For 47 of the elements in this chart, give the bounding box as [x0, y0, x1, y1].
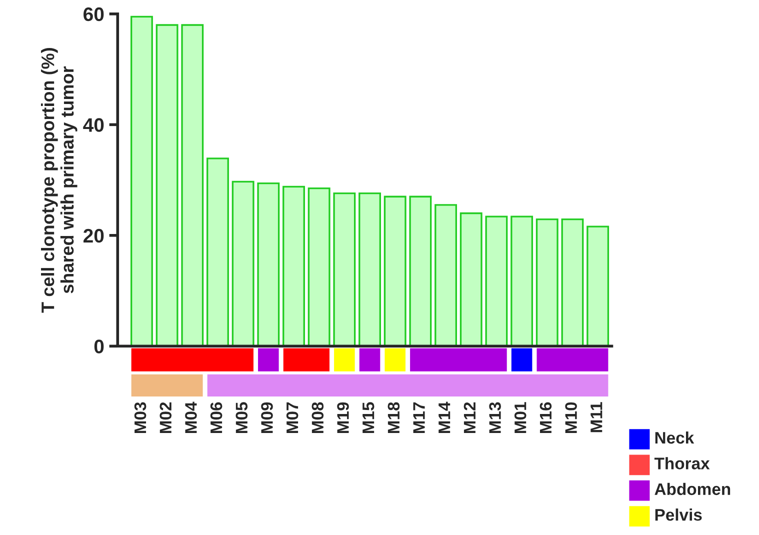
y-tick-label: 20 [84, 228, 104, 243]
x-tick-label: M16 [540, 402, 552, 434]
x-tick-label: M01 [514, 402, 526, 434]
y-tick-label: 60 [84, 7, 104, 22]
bar [333, 192, 356, 346]
x-tick-label: M18 [388, 402, 400, 434]
x-tick-label: M04 [185, 402, 197, 434]
bar [206, 158, 229, 346]
bar [130, 16, 153, 346]
y-tick-label: 40 [83, 118, 104, 132]
bar [409, 196, 432, 346]
x-tick-label: M08 [312, 402, 324, 434]
bar [358, 192, 381, 346]
x-tick-label: M14 [438, 402, 450, 434]
bar [257, 182, 280, 346]
x-tick-label: M11 [590, 402, 602, 432]
y-axis-title: T cell clonotype proportion (%) shared with primary tumor [40, 48, 78, 313]
x-tick-label: M06 [210, 402, 222, 434]
bar [181, 24, 204, 346]
x-tick-label: M02 [160, 402, 172, 434]
bar [384, 196, 406, 346]
bar [586, 226, 610, 346]
bar [156, 24, 178, 346]
x-tick-label: M10 [565, 402, 577, 434]
bar [232, 180, 254, 346]
text: Pelvis [655, 508, 702, 521]
bar [460, 212, 482, 346]
x-tick-label: M05 [236, 402, 248, 434]
x-tick-label: M19 [337, 402, 349, 434]
bar [536, 218, 558, 346]
bar [561, 218, 584, 346]
text: Neck [655, 431, 694, 444]
bar [434, 204, 458, 346]
bar [282, 186, 305, 346]
x-tick-label: M07 [286, 402, 298, 434]
bar [308, 188, 330, 346]
x-tick-label: M15 [362, 402, 374, 434]
bar [510, 216, 534, 346]
x-tick-label: M13 [489, 402, 501, 434]
x-tick-label: M12 [464, 402, 476, 434]
text: Abdomen [654, 482, 730, 496]
y-tick-label: 0 [94, 340, 104, 354]
x-tick-label: M03 [134, 402, 146, 434]
x-tick-label: M09 [261, 402, 273, 434]
x-tick-label: M17 [413, 402, 425, 434]
text: Thorax [654, 457, 710, 470]
bar [485, 216, 508, 346]
